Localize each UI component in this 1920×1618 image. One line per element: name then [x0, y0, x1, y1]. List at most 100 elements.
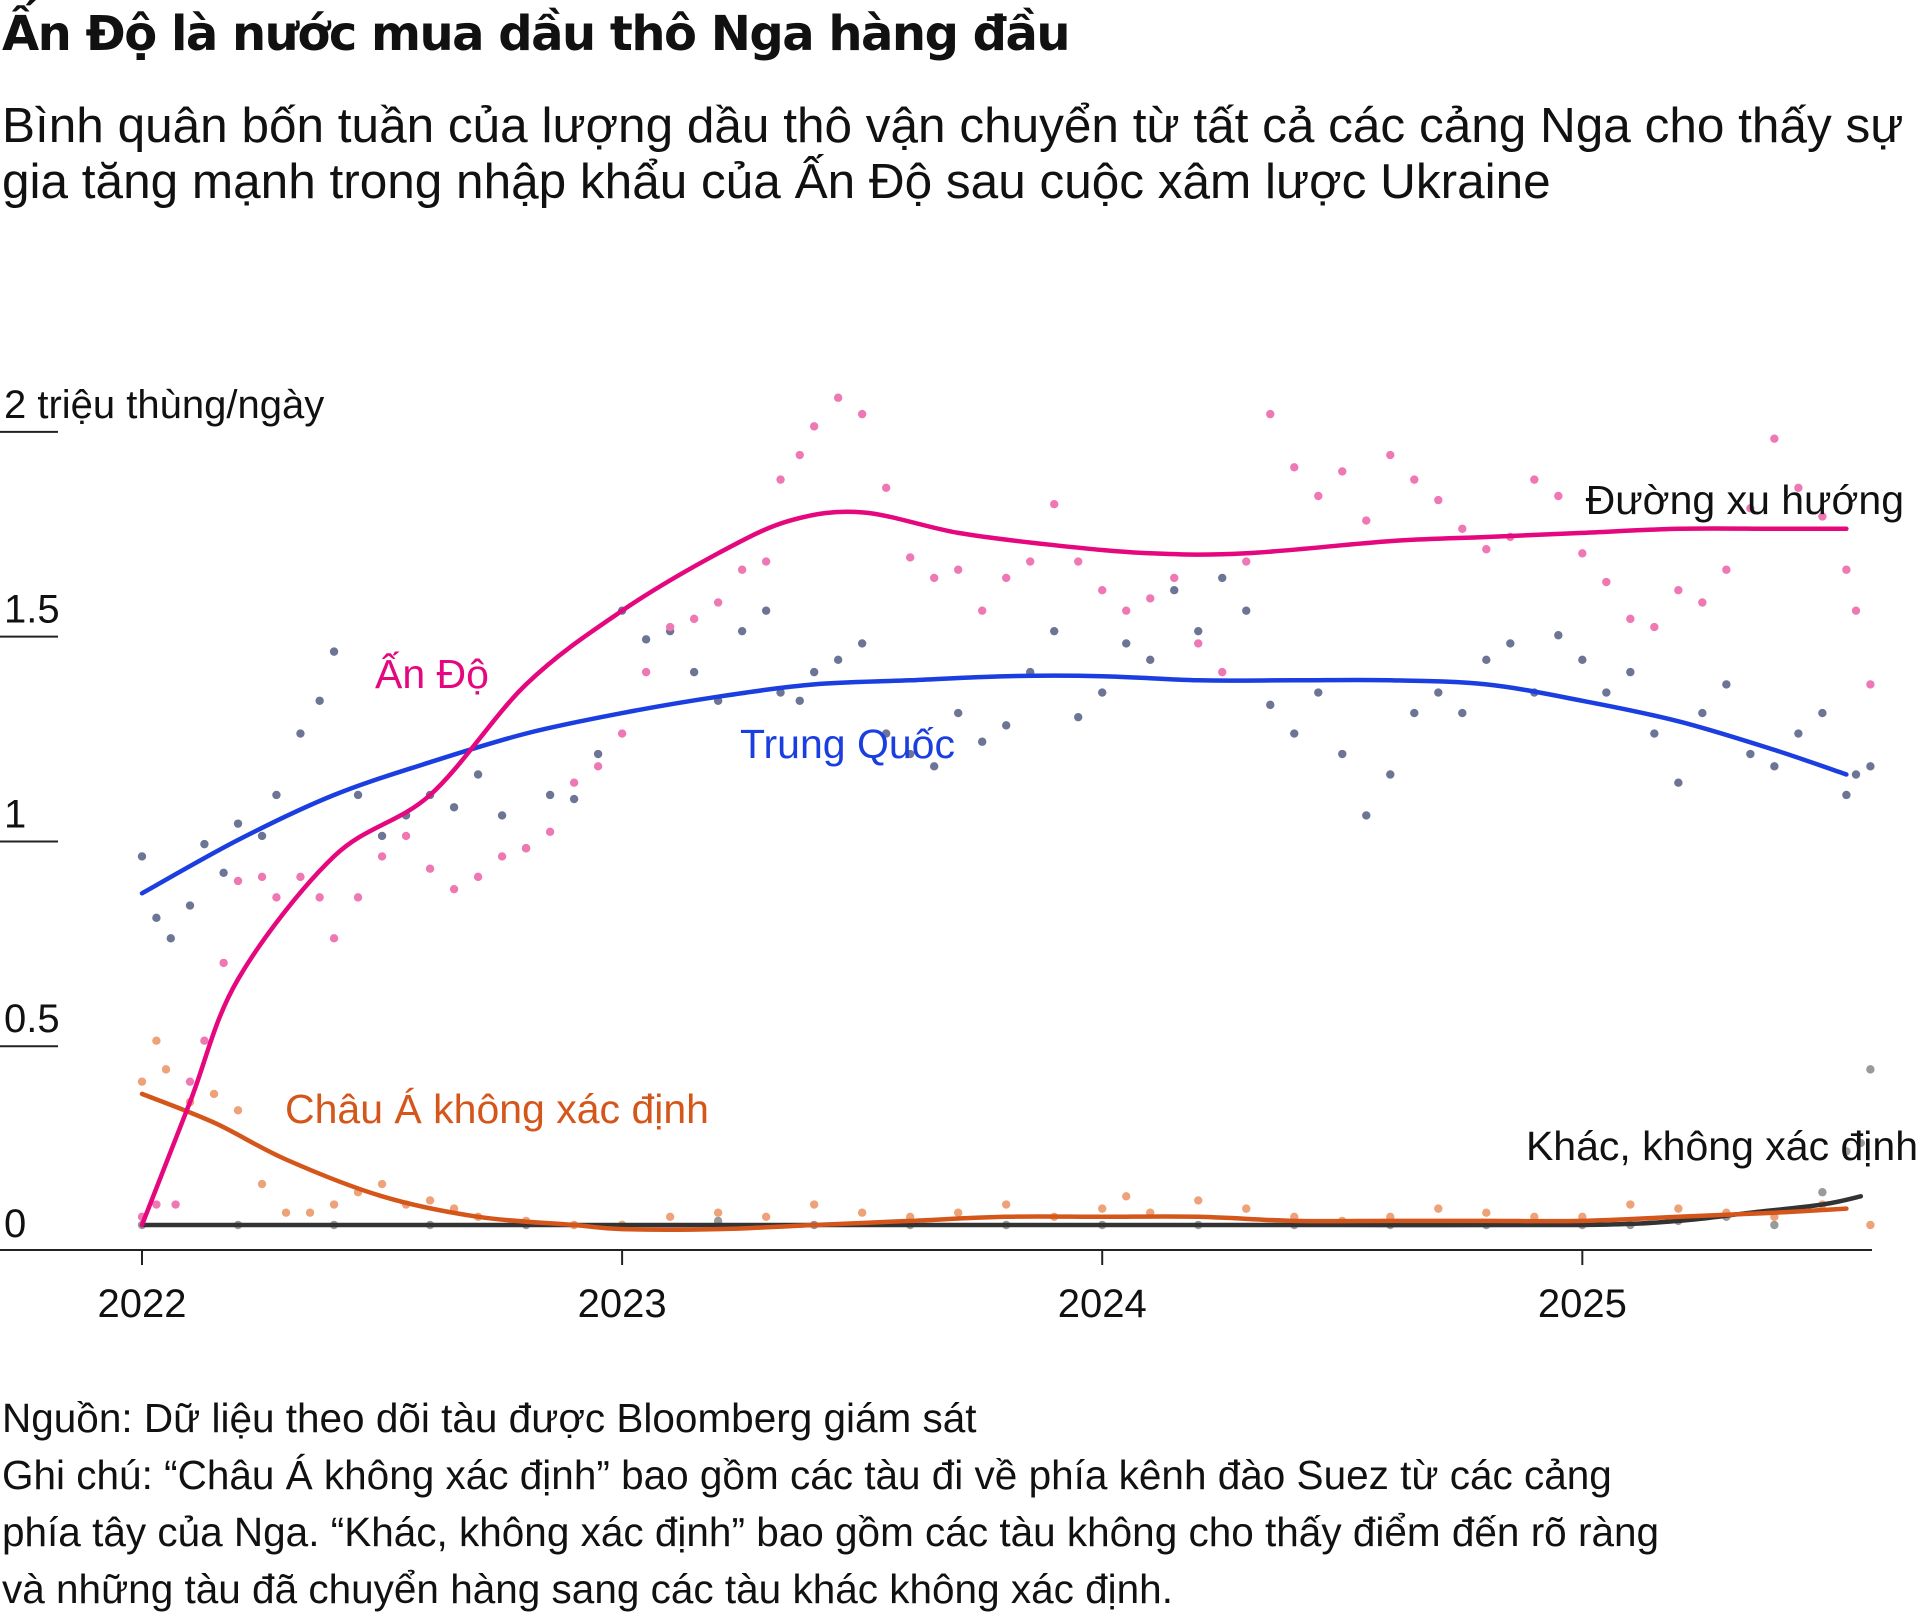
china-data-point: [1794, 729, 1803, 738]
asia-data-point: [257, 1179, 267, 1189]
asia-data-point: [1626, 1200, 1635, 1209]
india-data-point: [1602, 577, 1611, 587]
china-data-point: [833, 655, 843, 665]
india-data-point: [1218, 667, 1227, 677]
china-data-point: [1650, 729, 1659, 738]
india-data-point: [219, 958, 228, 968]
asia-data-point: [137, 1077, 147, 1086]
china-data-point: [1290, 729, 1299, 738]
china-data-point: [166, 934, 176, 943]
china-data-point: [1266, 700, 1275, 710]
asia-data-point: [233, 1106, 243, 1115]
asia-data-point: [809, 1200, 819, 1209]
india-data-point: [1242, 557, 1251, 566]
china-data-point: [1098, 688, 1107, 697]
x-tick-label: 2024: [1058, 1282, 1147, 1326]
china-data-point: [1410, 708, 1419, 718]
china-data-point: [1482, 655, 1491, 665]
asia-data-point: [1242, 1204, 1251, 1213]
other-data-point: [1770, 1220, 1779, 1230]
asia-data-point: [953, 1208, 963, 1217]
china-data-point: [1746, 749, 1755, 759]
china-data-point: [1338, 749, 1347, 759]
india-data-point: [315, 893, 324, 902]
china-data-point: [329, 647, 339, 656]
india-data-point: [1458, 524, 1467, 533]
india-data-point: [795, 450, 804, 460]
china-data-point: [1770, 762, 1779, 771]
india-data-point: [1122, 606, 1131, 615]
india-data-point: [737, 565, 747, 574]
asia-data-point: [665, 1212, 675, 1222]
india-data-point: [1746, 504, 1755, 513]
china-data-point: [977, 737, 987, 746]
china-data-point: [689, 667, 699, 677]
other-data-point: [1842, 1147, 1851, 1156]
india-data-point: [545, 827, 555, 837]
india-data-point: [1674, 586, 1683, 595]
india-data-point: [1290, 463, 1299, 472]
india-data-point: [1698, 598, 1707, 607]
china-data-point: [315, 696, 324, 705]
india-data-point: [929, 573, 939, 583]
india-data-point: [905, 553, 915, 562]
india-data-point: [1001, 573, 1011, 583]
asia-series-label: Châu Á không xác định: [285, 1086, 709, 1132]
china-data-point: [905, 749, 915, 759]
china-data-point: [1170, 586, 1179, 595]
india-data-point: [1026, 557, 1035, 566]
india-data-point: [449, 884, 459, 894]
china-data-point: [377, 831, 387, 841]
india-data-point: [1314, 491, 1323, 501]
china-data-point: [1626, 667, 1635, 677]
india-data-point: [272, 893, 281, 902]
china-data-point: [296, 729, 305, 738]
india-data-point: [296, 872, 305, 882]
asia-data-point: [329, 1200, 339, 1209]
india-data-point: [1194, 639, 1203, 648]
asia-data-point: [1866, 1220, 1875, 1230]
india-data-point: [1530, 475, 1539, 484]
india-data-point: [425, 864, 435, 873]
india-data-point: [1338, 467, 1347, 476]
china-data-point: [1866, 762, 1875, 771]
chart-area: 00.511.52 triệu thùng/ngày 2022 2023 2024 2…: [0, 383, 1918, 1326]
china-data-point: [219, 868, 228, 877]
india-data-point: [233, 876, 243, 886]
india-data-point: [497, 852, 507, 861]
chart-title: Ấn Độ là nước mua dầu thô Nga hàng đầu: [2, 6, 1071, 62]
note-line-3: và những tàu đã chuyển hàng sang các tàu…: [2, 1566, 1173, 1612]
india-data-point: [641, 667, 651, 677]
india-data-point: [185, 1077, 195, 1086]
india-data-point: [1851, 606, 1861, 615]
india-data-point: [569, 778, 579, 787]
india-data-point: [1434, 495, 1443, 505]
india-data-point: [1362, 516, 1371, 525]
india-data-point: [152, 1200, 161, 1209]
other-data-point: [1866, 1065, 1875, 1074]
china-data-point: [257, 831, 267, 841]
china-data-point: [1506, 639, 1515, 648]
series-labels: Ấn Độ Trung Quốc Châu Á không xác định Khác…: [285, 477, 1918, 1169]
x-tick-label: 2023: [578, 1282, 667, 1326]
india-data-point: [1722, 565, 1731, 574]
india-data-point: [521, 844, 531, 853]
india-data-point: [1074, 557, 1083, 566]
china-data-point: [1434, 688, 1443, 697]
y-tick-label: 1.5: [4, 588, 60, 632]
china-data-point: [795, 696, 804, 705]
india-series-label: Ấn Độ: [375, 651, 489, 697]
note-line-2: phía tây của Nga. “Khác, không xác định”…: [2, 1509, 1660, 1555]
china-data-point: [1458, 708, 1467, 718]
asia-data-point: [305, 1208, 315, 1217]
china-data-point: [1194, 626, 1203, 636]
china-data-point: [1578, 655, 1587, 665]
china-data-point: [881, 729, 891, 738]
asia-data-point: [1482, 1208, 1491, 1217]
china-data-point: [200, 839, 209, 849]
india-data-point: [1866, 680, 1875, 689]
india-data-point: [761, 557, 771, 566]
india-data-point: [353, 893, 363, 902]
china-data-point: [569, 794, 579, 804]
india-data-point: [377, 852, 387, 861]
